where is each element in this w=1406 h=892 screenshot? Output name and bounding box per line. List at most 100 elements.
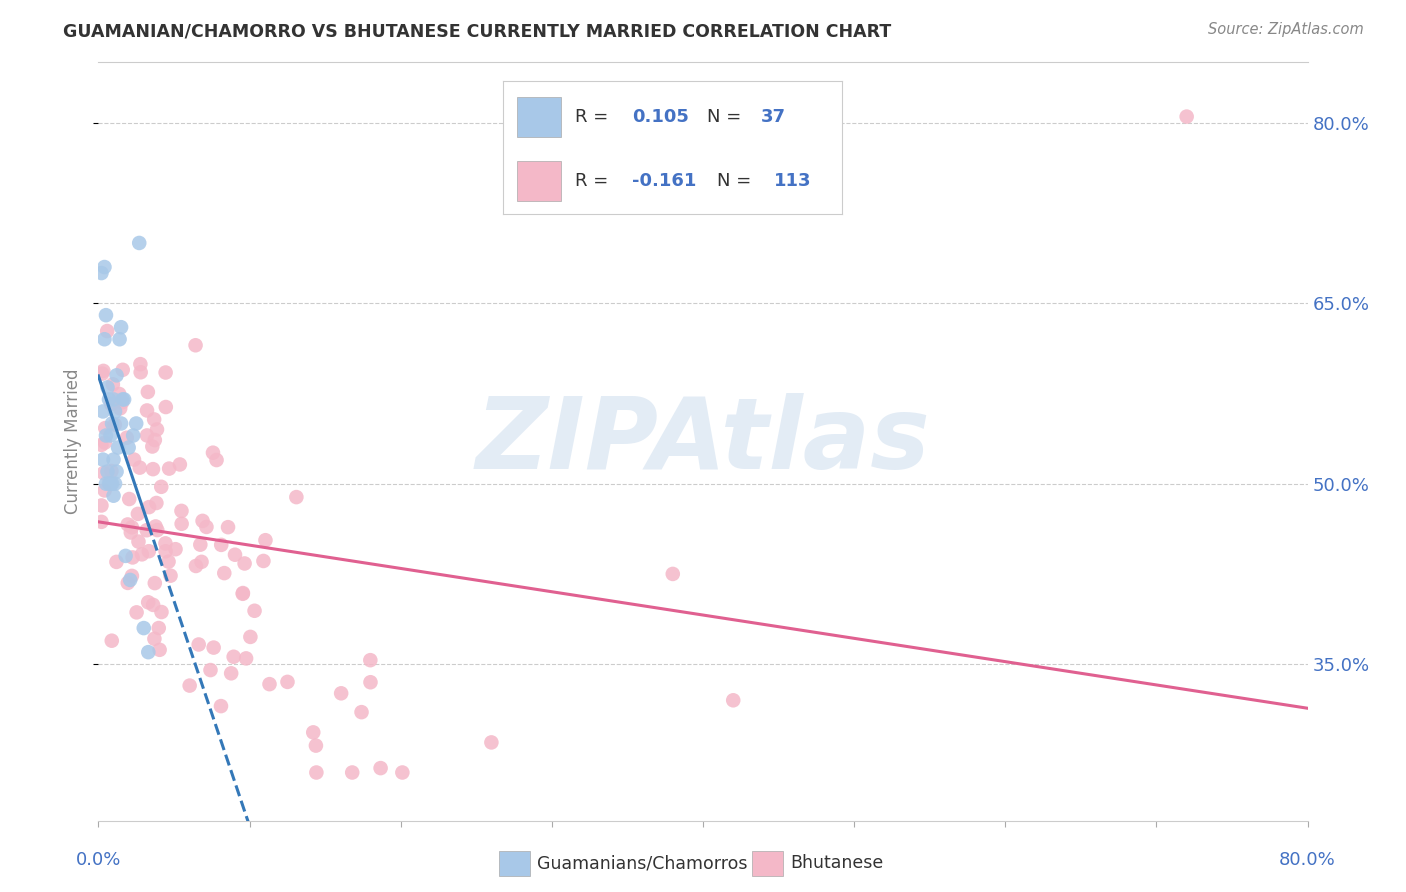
Point bbox=[111, 392, 134, 407]
Point bbox=[143, 412, 166, 426]
Point bbox=[90, 515, 112, 529]
Point bbox=[118, 491, 141, 506]
Point bbox=[252, 554, 274, 568]
Point bbox=[142, 462, 165, 476]
Point bbox=[150, 480, 173, 494]
Point bbox=[219, 666, 242, 681]
Point bbox=[141, 440, 163, 454]
Point bbox=[125, 417, 148, 431]
Point bbox=[121, 550, 143, 565]
Point bbox=[149, 642, 172, 657]
Point bbox=[122, 452, 145, 467]
Point bbox=[108, 401, 131, 416]
Point bbox=[159, 568, 181, 582]
Point bbox=[239, 630, 262, 644]
Point bbox=[305, 739, 328, 753]
Point bbox=[118, 441, 141, 455]
Point bbox=[108, 387, 131, 401]
Point bbox=[146, 523, 169, 537]
Point bbox=[143, 632, 166, 646]
Point bbox=[131, 547, 153, 561]
Point bbox=[100, 476, 122, 491]
Point bbox=[98, 476, 121, 491]
Point bbox=[98, 392, 121, 407]
Point bbox=[359, 653, 381, 667]
Point bbox=[93, 483, 115, 498]
Text: 0.0%: 0.0% bbox=[76, 851, 121, 869]
Point bbox=[91, 404, 114, 418]
Point bbox=[94, 476, 117, 491]
Point bbox=[115, 431, 138, 445]
Point bbox=[111, 363, 134, 377]
Point bbox=[232, 587, 254, 601]
Point bbox=[209, 699, 232, 714]
Text: 80.0%: 80.0% bbox=[1279, 851, 1336, 869]
Point bbox=[132, 621, 155, 635]
Point bbox=[96, 465, 118, 479]
Point bbox=[93, 364, 115, 378]
Point bbox=[259, 677, 281, 691]
Point bbox=[370, 761, 392, 775]
Point bbox=[121, 520, 143, 534]
Point bbox=[101, 417, 124, 431]
Point bbox=[143, 433, 166, 447]
Point bbox=[93, 332, 115, 346]
Y-axis label: Currently Married: Currently Married bbox=[63, 368, 82, 515]
Point bbox=[254, 533, 277, 548]
Point bbox=[235, 651, 257, 665]
Point bbox=[661, 566, 683, 581]
Text: Source: ZipAtlas.com: Source: ZipAtlas.com bbox=[1208, 22, 1364, 37]
Point bbox=[94, 421, 117, 435]
Point bbox=[200, 663, 222, 677]
Point bbox=[330, 686, 353, 700]
Point bbox=[128, 460, 150, 475]
Point bbox=[157, 461, 180, 475]
Point bbox=[91, 452, 114, 467]
Point bbox=[222, 649, 245, 664]
Point bbox=[342, 765, 364, 780]
Point bbox=[481, 735, 503, 749]
Point bbox=[187, 638, 209, 652]
Point bbox=[233, 557, 256, 571]
Point bbox=[201, 446, 224, 460]
Point bbox=[96, 324, 118, 338]
Point bbox=[243, 604, 266, 618]
Point bbox=[104, 476, 127, 491]
Point bbox=[138, 500, 160, 515]
Point bbox=[155, 400, 177, 414]
Point bbox=[104, 404, 127, 418]
Point bbox=[136, 645, 159, 659]
Point bbox=[224, 548, 246, 562]
Point bbox=[90, 266, 112, 280]
Text: GUAMANIAN/CHAMORRO VS BHUTANESE CURRENTLY MARRIED CORRELATION CHART: GUAMANIAN/CHAMORRO VS BHUTANESE CURRENTL… bbox=[63, 22, 891, 40]
Point bbox=[195, 520, 218, 534]
Point bbox=[184, 559, 207, 574]
Point bbox=[217, 520, 239, 534]
Point bbox=[170, 516, 193, 531]
Point bbox=[143, 576, 166, 591]
Point bbox=[209, 538, 232, 552]
Point bbox=[136, 403, 159, 417]
Point bbox=[90, 438, 112, 452]
Point bbox=[276, 674, 298, 689]
Point bbox=[135, 523, 157, 537]
Point bbox=[146, 422, 169, 436]
Point bbox=[127, 507, 149, 521]
Point bbox=[103, 489, 125, 503]
Point bbox=[285, 490, 308, 504]
Point bbox=[170, 504, 193, 518]
Point bbox=[150, 605, 173, 619]
Point bbox=[111, 395, 134, 409]
Point bbox=[305, 765, 328, 780]
Point bbox=[104, 417, 127, 432]
Text: Bhutanese: Bhutanese bbox=[790, 855, 883, 872]
Point bbox=[155, 536, 177, 550]
Point bbox=[93, 466, 115, 480]
Point bbox=[94, 428, 117, 442]
Point bbox=[391, 765, 413, 780]
Point bbox=[155, 544, 177, 558]
Point bbox=[105, 368, 128, 383]
Point bbox=[121, 569, 143, 583]
Point bbox=[1175, 110, 1198, 124]
Point bbox=[101, 476, 124, 491]
